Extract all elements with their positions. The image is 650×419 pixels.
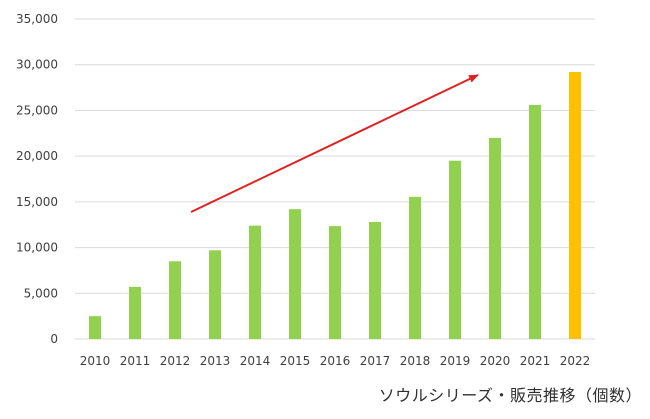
- y-tick-label: 15,000: [16, 195, 58, 209]
- x-tick-label: 2016: [320, 354, 351, 368]
- y-tick-label: 5,000: [24, 286, 58, 300]
- x-tick-label: 2017: [360, 354, 391, 368]
- bar-2018: [409, 196, 421, 339]
- bar-2021: [529, 104, 541, 339]
- bar-2017: [369, 221, 381, 339]
- bar-2015: [289, 209, 301, 339]
- x-tick-label: 2018: [400, 354, 431, 368]
- x-tick-label: 2014: [240, 354, 271, 368]
- y-tick-label: 0: [50, 332, 58, 346]
- x-tick-label: 2012: [160, 354, 191, 368]
- x-tick-label: 2015: [280, 354, 311, 368]
- y-tick-label: 35,000: [16, 12, 58, 26]
- x-tick-label: 2011: [120, 354, 151, 368]
- x-tick-label: 2019: [440, 354, 471, 368]
- x-tick-label: 2020: [480, 354, 511, 368]
- x-tick-label: 2010: [80, 354, 111, 368]
- x-tick-label: 2013: [200, 354, 231, 368]
- bar-2022: [569, 72, 581, 340]
- bar-2016: [329, 226, 341, 339]
- bar-2013: [209, 250, 221, 339]
- bar-2020: [489, 137, 501, 339]
- y-tick-label: 10,000: [16, 241, 58, 255]
- y-tick-label: 25,000: [16, 103, 58, 117]
- bar-2014: [249, 225, 261, 339]
- x-tick-label: 2022: [560, 354, 591, 368]
- x-tick-label: 2021: [520, 354, 551, 368]
- bar-2011: [129, 286, 141, 339]
- y-tick-label: 20,000: [16, 149, 58, 163]
- bar-2012: [169, 261, 181, 339]
- trend-arrow: [190, 74, 479, 213]
- y-tick-label: 30,000: [16, 58, 58, 72]
- bar-2010: [89, 316, 101, 339]
- bar-2019: [449, 160, 461, 339]
- chart-caption: ソウルシリーズ・販売推移（個数）: [378, 386, 642, 405]
